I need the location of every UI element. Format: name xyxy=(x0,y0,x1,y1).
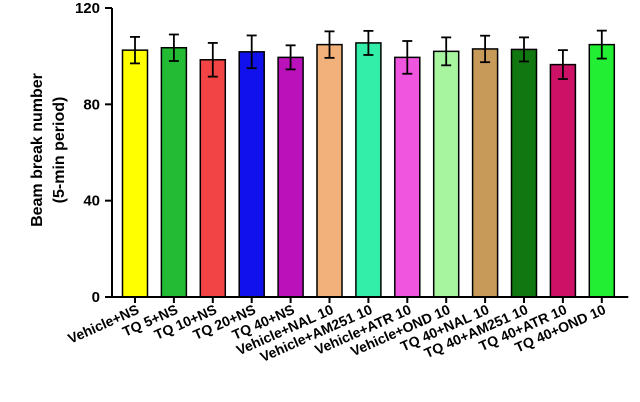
y-axis-title-line1: Beam break number xyxy=(29,73,46,227)
bars-group xyxy=(121,42,616,298)
bar xyxy=(432,50,460,298)
y-tick-label: 40 xyxy=(83,193,100,210)
bar xyxy=(471,48,499,298)
bar xyxy=(588,43,616,298)
y-tick-label: 120 xyxy=(75,0,100,17)
bar xyxy=(316,43,343,298)
bar xyxy=(549,63,577,298)
y-axis: 0 40 80 120 xyxy=(75,0,113,306)
bar xyxy=(238,51,265,298)
bar xyxy=(277,56,304,298)
y-axis-title: Beam break number (5-min period) xyxy=(29,73,68,227)
bar xyxy=(199,59,227,298)
bar xyxy=(355,42,382,298)
error-bars-group xyxy=(130,29,607,80)
bar xyxy=(160,46,188,298)
bar xyxy=(394,56,421,298)
bar xyxy=(121,49,149,298)
y-tick-label: 0 xyxy=(92,289,100,306)
y-tick-label: 80 xyxy=(83,96,100,113)
y-axis-title-line2: (5-min period) xyxy=(51,97,68,204)
bar xyxy=(510,48,538,298)
